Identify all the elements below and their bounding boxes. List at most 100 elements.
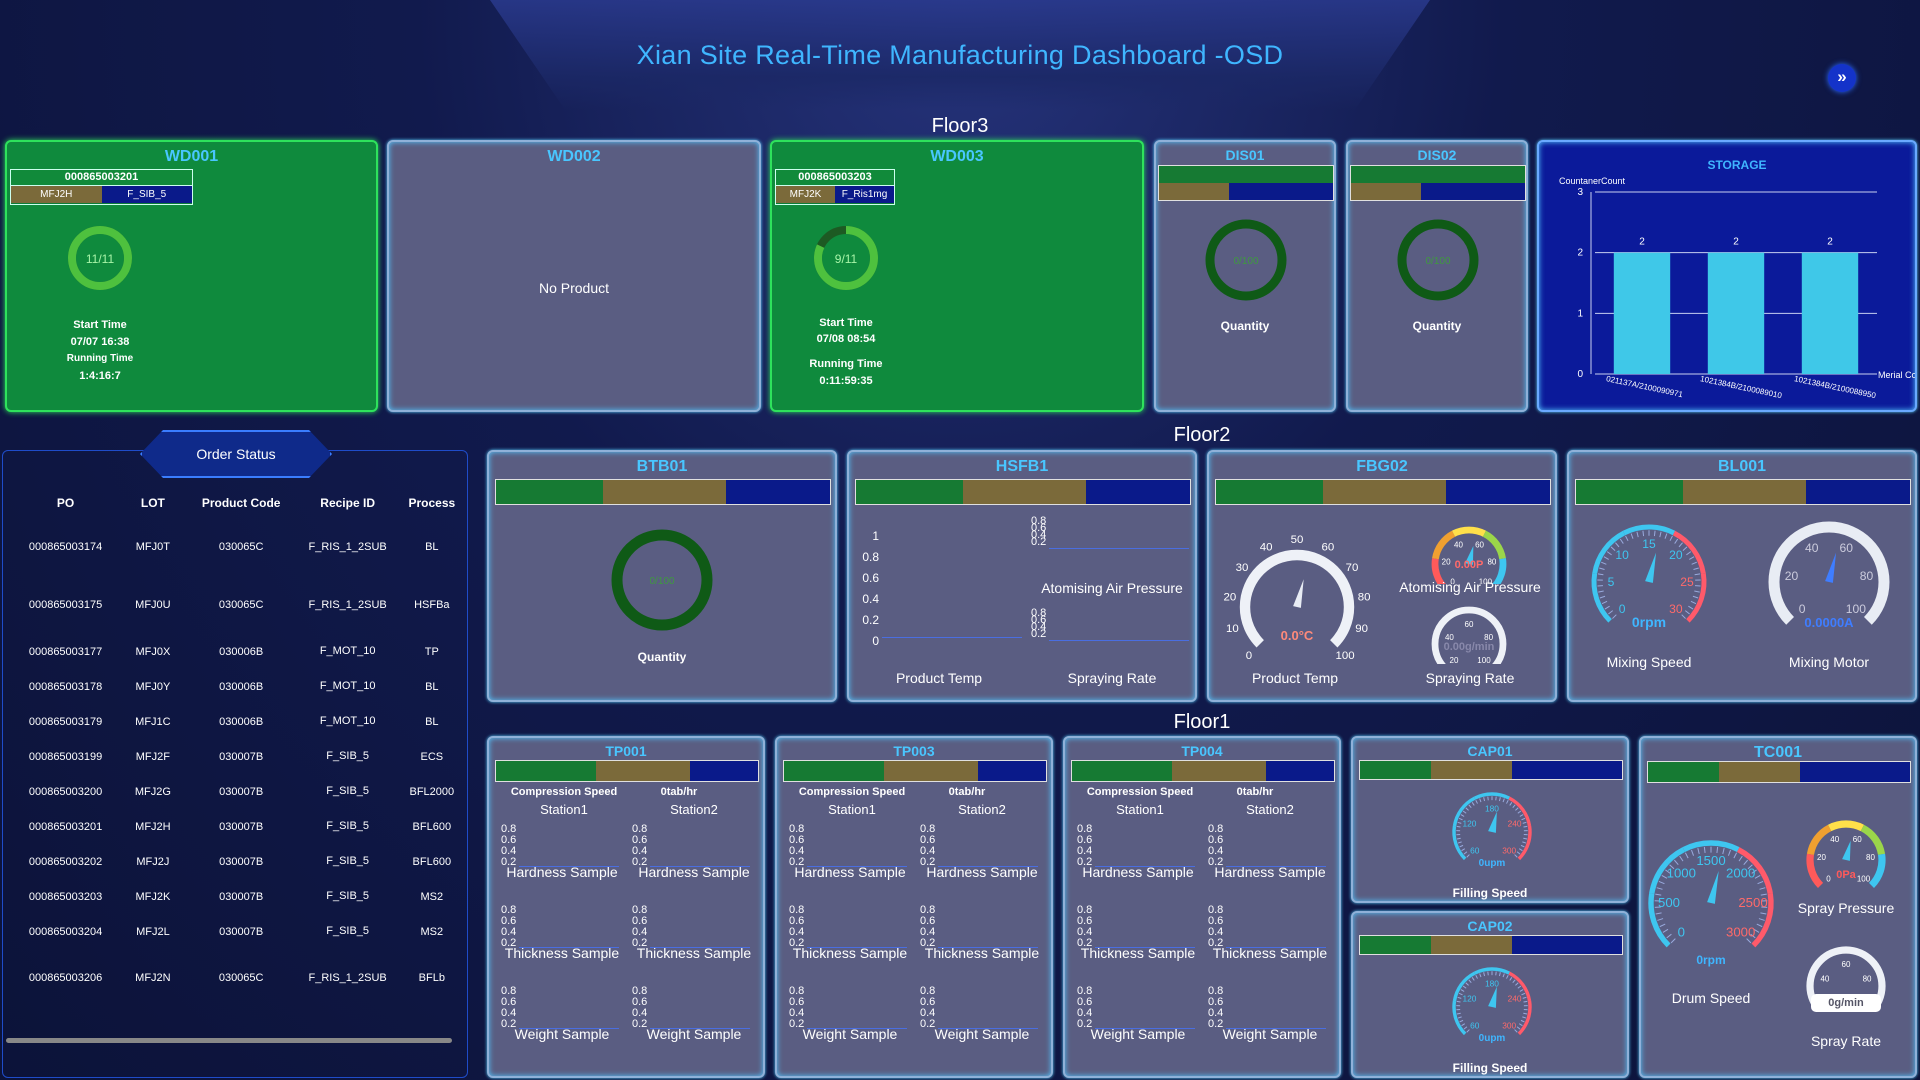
table-row[interactable]: 000865003201 MFJ2H 030007B F_SIB_5 BFL600 bbox=[8, 809, 468, 844]
gauge-tick: 1000 bbox=[1667, 865, 1696, 880]
tp-axis: 0.8 0.6 0.4 0.2 bbox=[789, 905, 804, 949]
tc001-card[interactable]: TC001 0 500 1000 1500 2000 2500 3000 0rpm Drum… bbox=[1639, 736, 1917, 1078]
gauge-tick: 240 bbox=[1508, 994, 1522, 1004]
btb01-card[interactable]: BTB01 0/100 Quantity bbox=[487, 450, 837, 702]
table-row[interactable]: 000865003199 MFJ2F 030007B F_SIB_5 ECS bbox=[8, 739, 468, 774]
dis02-card[interactable]: DIS02 0/100 Quantity bbox=[1346, 140, 1528, 412]
tp003-card[interactable]: TP003 Compression Speed 0tab/hr Station1… bbox=[775, 736, 1053, 1078]
gauge-tick: 40 bbox=[1820, 974, 1829, 983]
gauge-tick: 40 bbox=[1260, 541, 1273, 553]
order-table-scrollbar[interactable] bbox=[6, 1038, 452, 1043]
table-row[interactable]: 000865003206 MFJ2N 030065C F_RIS_1_2SUB BFLb bbox=[8, 949, 468, 1007]
tick: 0.2 bbox=[632, 1018, 648, 1030]
gauge-face: 0 20 40 60 80 100 bbox=[1806, 820, 1886, 888]
gauge-tick: 100 bbox=[1477, 656, 1491, 664]
storage-bar[interactable] bbox=[1707, 252, 1765, 374]
tick: 0.2 bbox=[1208, 937, 1224, 949]
gauge-tick: 30 bbox=[1669, 602, 1683, 616]
tick: 0.6 bbox=[1208, 834, 1224, 846]
tick: 0.2 bbox=[501, 1018, 517, 1030]
double-chevron-right-icon[interactable]: » bbox=[1828, 64, 1856, 92]
table-cell: F_RIS_1_2SUB bbox=[308, 971, 387, 984]
storage-data-label: 2 bbox=[1733, 237, 1739, 248]
gauge-needle bbox=[1842, 840, 1851, 861]
wd001-progress-text: 11/11 bbox=[86, 252, 115, 266]
tick: 0.8 bbox=[501, 904, 517, 916]
wd003-title: WD003 bbox=[930, 148, 984, 165]
wd003-card[interactable]: WD003 000865003203 MFJ2K F_Ris1mg 9/11 St… bbox=[770, 140, 1144, 412]
gauge-tick: 0 bbox=[1450, 577, 1455, 584]
table-row[interactable]: 000865003179 MFJ1C 030006B F_MOT_10 BL bbox=[8, 704, 468, 739]
table-row[interactable]: 000865003175 MFJ0U 030065C F_RIS_1_2SUB HSFB… bbox=[8, 576, 468, 634]
table-row[interactable]: 000865003203 MFJ2K 030007B F_SIB_5 MS2 bbox=[8, 879, 468, 914]
table-row[interactable]: 000865003174 MFJ0T 030065C F_RIS_1_2SUB BL bbox=[8, 518, 468, 576]
tp-speed-label: Compression Speed bbox=[510, 786, 618, 798]
cap02-card[interactable]: CAP02 60 120 180 240 300 0upm Filling Speed bbox=[1351, 911, 1629, 1078]
column-header[interactable]: Recipe ID bbox=[320, 496, 375, 510]
fbg02-title: FBG02 bbox=[1356, 458, 1408, 475]
storage-ytick: 3 bbox=[1577, 187, 1583, 198]
tick: 0.4 bbox=[789, 845, 805, 857]
tp-speed-value: 0tab/hr bbox=[660, 786, 698, 798]
storage-bar[interactable] bbox=[1613, 252, 1671, 374]
bl001-card[interactable]: BL001 0 5 10 15 20 25 30 0rpm 0 20 40 60 80 100 0.0… bbox=[1567, 450, 1917, 702]
gauge-tick: 60 bbox=[1470, 1020, 1480, 1030]
tp-axis: 0.8 0.6 0.4 0.2 bbox=[632, 824, 647, 868]
wd001-card[interactable]: WD001 000865003201 MFJ2H F_SIB_5 11/11 St… bbox=[5, 140, 378, 412]
tick: 0.2 bbox=[1077, 937, 1093, 949]
tick: 0.8 bbox=[501, 985, 517, 997]
tp004-card[interactable]: TP004 Compression Speed 0tab/hr Station1… bbox=[1063, 736, 1341, 1078]
table-row[interactable]: 000865003177 MFJ0X 030006B F_MOT_10 TP bbox=[8, 634, 468, 669]
tick: 0.2 bbox=[1077, 856, 1093, 868]
wd003-progress-text: 9/11 bbox=[835, 252, 858, 266]
wd002-card[interactable]: WD002 No Product bbox=[387, 140, 761, 412]
table-cell: 000865003179 bbox=[28, 715, 103, 728]
cap02-value: 0upm bbox=[1479, 1033, 1506, 1044]
gauge-tick: 20 bbox=[1442, 557, 1451, 566]
table-row[interactable]: 000865003204 MFJ2L 030007B F_SIB_5 MS2 bbox=[8, 914, 468, 949]
tc001-status-bar bbox=[1647, 761, 1911, 783]
storage-xlabel: Merial Co bbox=[1878, 370, 1915, 380]
column-header[interactable]: Process bbox=[408, 496, 456, 510]
tp-axis: 0.8 0.6 0.4 0.2 bbox=[920, 824, 935, 868]
gauge-tick: 20 bbox=[1817, 853, 1826, 862]
storage-card[interactable]: STORAGE CountanerCount Merial Co 0 1 2 3 2 02113… bbox=[1537, 140, 1917, 412]
table-cell: F_SIB_5 bbox=[326, 820, 370, 832]
tick: 0.4 bbox=[1208, 845, 1224, 857]
wd003-lot: MFJ2K bbox=[776, 186, 835, 203]
table-row[interactable]: 000865003200 MFJ2G 030007B F_SIB_5 BFL2000 bbox=[8, 774, 468, 809]
tp-baseline bbox=[1226, 947, 1326, 948]
table-row[interactable]: 000865003202 MFJ2J 030007B F_SIB_5 BFL600 bbox=[8, 844, 468, 879]
fbg02-status-bar bbox=[1215, 479, 1551, 505]
cap01-value: 0upm bbox=[1479, 858, 1506, 869]
dis01-card[interactable]: DIS01 0/100 Quantity bbox=[1154, 140, 1336, 412]
tp001-card[interactable]: TP001 Compression Speed 0tab/hr Station1… bbox=[487, 736, 765, 1078]
wd003-recipe: F_Ris1mg bbox=[835, 186, 894, 203]
table-cell: MFJ2L bbox=[136, 925, 170, 938]
fbg02-card[interactable]: FBG02 0 10 20 30 40 50 60 70 80 90 100 0.0°C 0 20 40… bbox=[1207, 450, 1557, 702]
column-header[interactable]: PO bbox=[56, 496, 75, 510]
wd001-po: 000865003201 bbox=[11, 170, 192, 186]
table-cell: BFL600 bbox=[412, 820, 452, 833]
cap02-speed-gauge: 60 120 180 240 300 0upm bbox=[1452, 967, 1532, 1044]
gauge-tick: 100 bbox=[1857, 875, 1871, 884]
column-header[interactable]: LOT bbox=[140, 496, 165, 510]
tp-baseline bbox=[807, 866, 907, 867]
cap01-card[interactable]: CAP01 60 120 180 240 300 0upm Filling Speed bbox=[1351, 736, 1629, 903]
hsfb1-air-label: Atomising Air Pressure bbox=[1041, 580, 1183, 596]
order-status-tab[interactable]: Order Status bbox=[140, 430, 332, 478]
table-row[interactable]: 000865003178 MFJ0Y 030006B F_MOT_10 BL bbox=[8, 669, 468, 704]
tick: 0.8 bbox=[1077, 904, 1093, 916]
column-header[interactable]: Product Code bbox=[201, 496, 281, 510]
tc001-press-gauge: 0 20 40 60 80 100 0Pa bbox=[1806, 820, 1886, 888]
gauge-tick: 300 bbox=[1502, 845, 1516, 855]
tick: 0.8 bbox=[1208, 985, 1224, 997]
gauge-tick: 120 bbox=[1462, 994, 1476, 1004]
hsfb1-card[interactable]: HSFB1 1 0.8 0.6 0.4 0.2 0 0.8 0.6 0.4 0.2 Atomis… bbox=[847, 450, 1197, 702]
table-cell: 030007B bbox=[219, 820, 264, 833]
tick: 0.8 bbox=[789, 904, 805, 916]
storage-bar[interactable] bbox=[1801, 252, 1859, 374]
